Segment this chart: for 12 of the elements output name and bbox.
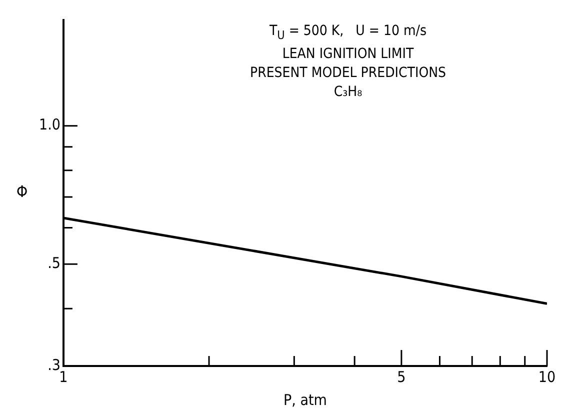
x-tick-label: 1: [59, 368, 68, 386]
annotation: C₃H₈: [332, 82, 364, 102]
y-tick-label: .3: [48, 356, 60, 374]
y-axis-title: Φ: [16, 182, 28, 202]
annotation: LEAN IGNITION LIMIT: [281, 44, 415, 64]
y-tick-label: .5: [48, 254, 60, 272]
x-tick-label: 5: [397, 368, 406, 386]
x-axis-title: P, atm: [284, 390, 327, 409]
chart-title: T$_{U}$ = 500 K, U = 10 m/s: [268, 22, 428, 44]
x-tick-label: 10: [538, 368, 556, 386]
y-tick-label: 1.0: [39, 116, 60, 134]
annotation: PRESENT MODEL PREDICTIONS: [248, 64, 448, 83]
